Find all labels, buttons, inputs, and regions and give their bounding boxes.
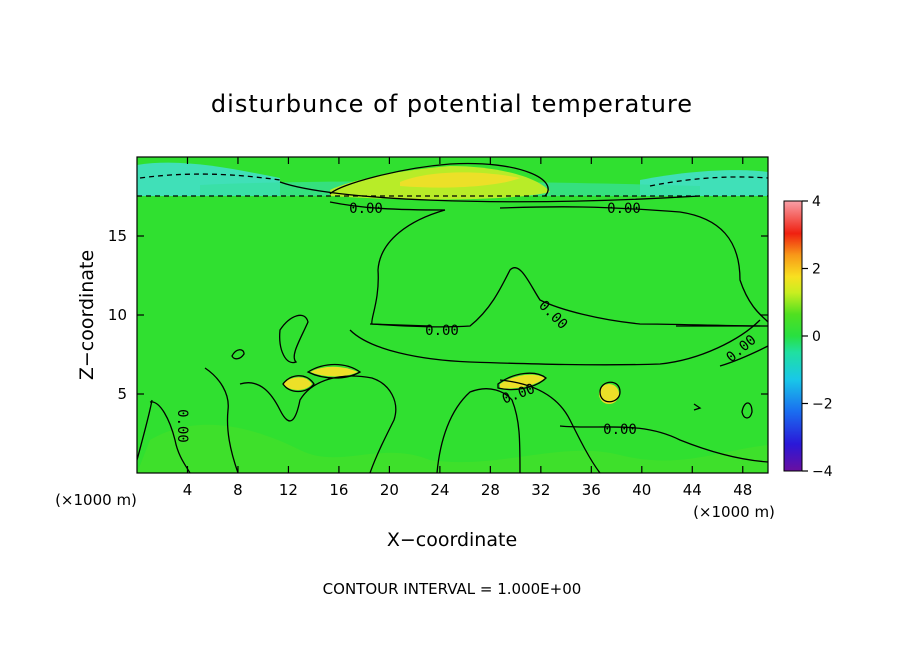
colorbar-tick-label: −2: [812, 397, 833, 413]
contour-tick-right: [693, 403, 702, 411]
warm-core-top: [400, 172, 520, 188]
y-tick-label: 5: [117, 385, 127, 403]
contour-dashed-band: [139, 173, 281, 181]
x-axis-label: X−coordinate: [387, 529, 517, 551]
x-tick-label: 12: [279, 481, 298, 499]
contour-warm-low-left: [282, 375, 315, 393]
warm-patch-low-mid: [310, 366, 358, 377]
contour-low-wave-2: [239, 375, 397, 473]
contour-label: 0.00: [603, 422, 637, 438]
warm-patch-low-right: [500, 374, 545, 389]
x-unit-left: (×1000 m): [55, 491, 137, 509]
contour-interval-note: CONTOUR INTERVAL = 1.000E+00: [323, 580, 582, 598]
contour-label: 0.00: [174, 409, 190, 443]
contour-lines: [137, 162, 768, 473]
plot-area: 0.00 0.00 0.00 0.00 0.00 0.00 0.00 0.00: [137, 157, 768, 473]
contour-label: 0.00: [425, 323, 459, 339]
contour-zero-upper: [329, 201, 768, 323]
x-tick-label: 36: [582, 481, 601, 499]
y-tick-label: 10: [108, 306, 127, 324]
colorbar-tick-label: 0: [812, 329, 821, 345]
colorbar-ticks: 4 2 0 −2 −4: [802, 194, 833, 480]
contour-zero-dome: [371, 209, 768, 328]
contour-low-right-2: [559, 425, 768, 463]
colorbar-tick-label: −4: [812, 464, 833, 480]
colorbar-tick-label: 2: [812, 262, 821, 278]
contour-low-left: [149, 401, 191, 473]
x-tick-label: 32: [531, 481, 550, 499]
x-tick-label: 24: [430, 481, 449, 499]
contour-dashed-band-right: [649, 176, 768, 187]
contour-low-mid: [436, 388, 521, 473]
contour-top-band: [279, 181, 701, 203]
colorbar-tick-label: 4: [812, 194, 821, 210]
contour-label: 0.00: [607, 201, 641, 217]
warm-patch-low-left: [283, 377, 312, 390]
y-tick-label: 15: [108, 227, 127, 245]
colorbar: 4 2 0 −2 −4: [783, 194, 833, 480]
contour-wavy-left: [279, 314, 309, 364]
contour-low-right: [499, 379, 601, 473]
contour-oval-right: [741, 402, 753, 419]
contour-warm-low-right: [497, 372, 547, 391]
colorbar-gradient: [783, 200, 803, 472]
warm-patch-36: [599, 384, 619, 404]
x-tick-label: 16: [329, 481, 348, 499]
x-tick-label: 44: [683, 481, 702, 499]
contour-top-warm: [329, 162, 549, 197]
contour-wedge-left: [369, 323, 431, 327]
x-tick-label: 28: [481, 481, 500, 499]
contour-small-cell: [231, 349, 245, 360]
field-background: [137, 157, 768, 473]
y-axis-label: Z−coordinate: [76, 250, 98, 380]
chart-title: disturbunce of potential temperature: [211, 90, 693, 118]
x-tick-label: 40: [632, 481, 651, 499]
x-tick-label: 8: [233, 481, 243, 499]
x-tick-label: 4: [183, 481, 193, 499]
contour-low-wave: [204, 367, 239, 473]
contour-warm-low-mid: [306, 363, 362, 379]
x-unit-right: (×1000 m): [693, 503, 775, 521]
x-axis: 4 8 12 16 20 24 28 32 36 40 44 48: [183, 157, 752, 499]
contour-label: 0.00: [349, 201, 383, 217]
x-tick-label: 20: [380, 481, 399, 499]
contour-warm-36: [599, 381, 621, 403]
contour-low-right-3: [719, 345, 768, 367]
contour-low-left-2: [137, 399, 153, 461]
y-axis: 5 10 15: [108, 227, 768, 403]
surface-variation: [137, 424, 768, 473]
contour-zero-mid: [349, 319, 761, 366]
x-tick-label: 48: [733, 481, 752, 499]
